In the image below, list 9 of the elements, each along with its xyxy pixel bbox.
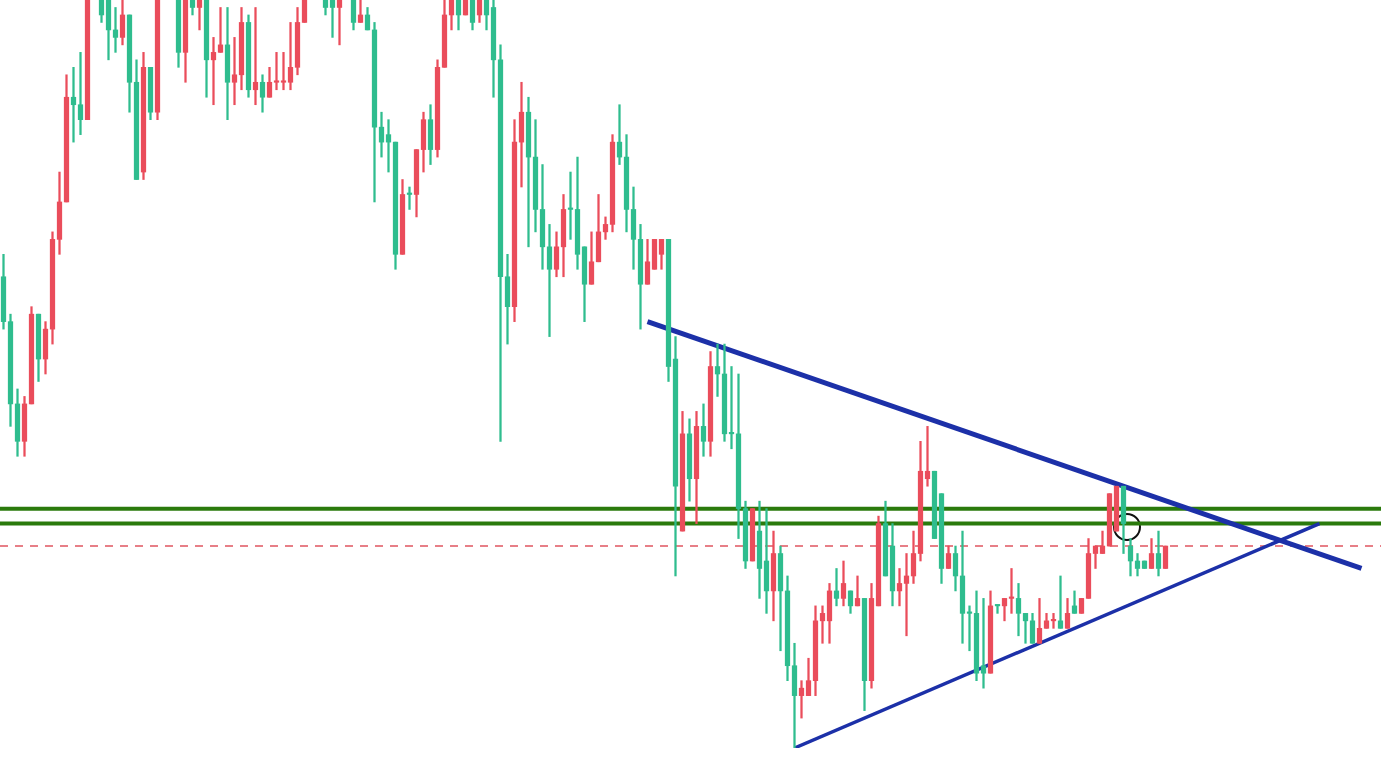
- candlestick: [994, 604, 1001, 614]
- candlestick: [1141, 560, 1148, 569]
- candlestick: [651, 239, 658, 270]
- candlestick: [1078, 598, 1085, 614]
- candlestick: [301, 0, 308, 23]
- candlestick: [462, 0, 469, 16]
- candlestick: [1113, 485, 1120, 532]
- candlestick: [84, 0, 91, 121]
- candlestick: [931, 470, 938, 539]
